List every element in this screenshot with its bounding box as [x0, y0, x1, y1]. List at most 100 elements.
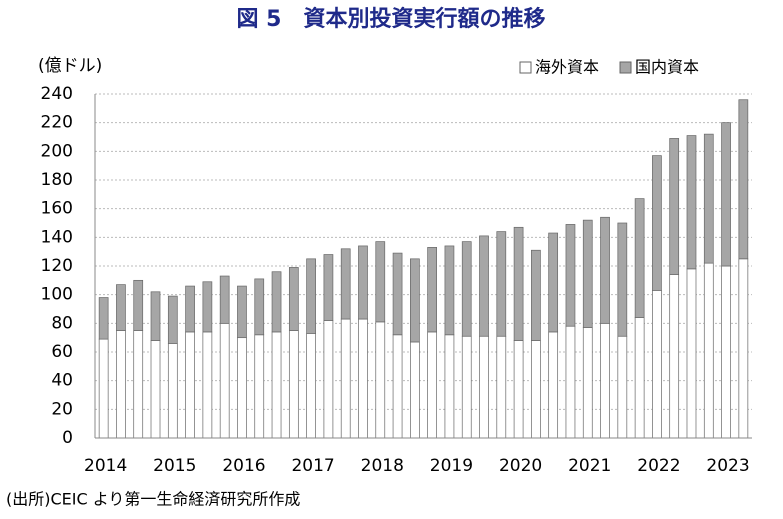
- bar-segment: [496, 231, 507, 337]
- bar-segment: [479, 235, 489, 337]
- bar-segment: [600, 322, 610, 439]
- y-tick-label: 160: [41, 199, 73, 219]
- bar-segment: [565, 325, 576, 439]
- bar-segment: [185, 331, 195, 439]
- bar-segment: [219, 322, 230, 439]
- bar-segment: [703, 262, 714, 439]
- x-tick-label: 2015: [153, 456, 196, 476]
- bar-segment: [358, 245, 368, 320]
- y-tick-label: 140: [41, 227, 73, 247]
- bar-segment: [167, 295, 178, 344]
- bar-segment: [254, 334, 265, 439]
- y-tick-label: 200: [41, 141, 73, 161]
- bar-segment: [617, 335, 628, 439]
- bar-segment: [271, 331, 282, 439]
- bar-segment: [669, 274, 680, 439]
- bar-segment: [98, 338, 109, 439]
- bar-segment: [133, 279, 144, 331]
- bar-segment: [202, 331, 213, 439]
- bar-segment: [237, 285, 247, 339]
- bar-segment: [652, 290, 662, 439]
- bar-segment: [479, 335, 489, 439]
- y-tick-label: 20: [51, 399, 73, 419]
- bar-segment: [271, 271, 282, 333]
- bar-segment: [254, 278, 265, 336]
- bar-segment: [721, 265, 731, 439]
- source-note: (出所)CEIC より第一生命経済研究所作成: [6, 490, 300, 509]
- bar-segment: [219, 275, 230, 324]
- y-tick-label: 240: [41, 84, 73, 104]
- bar-segment: [427, 247, 437, 333]
- bar-segment: [150, 340, 161, 439]
- x-tick-label: 2016: [222, 456, 265, 476]
- bar-segment: [461, 241, 472, 337]
- bar-segment: [652, 155, 662, 291]
- bar-segment: [513, 226, 524, 341]
- bar-segment: [237, 337, 247, 439]
- bar-segment: [358, 318, 368, 439]
- bar-segment: [703, 133, 714, 264]
- bar-segment: [306, 333, 316, 439]
- bar-segment: [116, 284, 126, 331]
- bar-segment: [738, 258, 749, 439]
- bar-segment: [116, 330, 126, 439]
- y-tick-label: 60: [51, 342, 73, 362]
- bar-segment: [548, 232, 559, 333]
- x-tick-label: 2022: [637, 456, 680, 476]
- bar-segment: [738, 99, 749, 260]
- bar-segment: [565, 224, 576, 327]
- bar-segment: [150, 291, 161, 341]
- bar-segment: [531, 340, 541, 439]
- bar-segment: [600, 216, 610, 324]
- legend-label: 海外資本: [535, 58, 599, 77]
- bar-segment: [410, 341, 420, 439]
- bar-segment: [513, 340, 524, 439]
- bar-segment: [686, 268, 697, 439]
- bar-segment: [721, 122, 731, 267]
- x-tick-label: 2014: [84, 456, 127, 476]
- bar-segment: [306, 258, 316, 334]
- bar-segment: [669, 138, 680, 275]
- bar-segment: [496, 335, 507, 439]
- x-tick-label: 2019: [430, 456, 473, 476]
- bar-segment: [392, 334, 403, 439]
- x-tick-label: 2021: [568, 456, 611, 476]
- bar-segment: [167, 343, 178, 439]
- bar-segment: [548, 331, 559, 439]
- y-tick-label: 80: [51, 313, 73, 333]
- bar-segment: [288, 330, 299, 439]
- bar-segment: [617, 222, 628, 337]
- bar-segment: [98, 297, 109, 340]
- bar-segment: [202, 281, 213, 333]
- bar-segment: [340, 248, 351, 320]
- y-tick-label: 120: [41, 256, 73, 276]
- bar-segment: [185, 285, 195, 333]
- bar-segment: [410, 258, 420, 343]
- bar-segment: [582, 327, 593, 439]
- legend-label: 国内資本: [635, 58, 699, 77]
- x-tick-label: 2018: [361, 456, 404, 476]
- bar-segment: [686, 135, 697, 270]
- y-tick-label: 0: [62, 428, 73, 448]
- bar-segment: [375, 241, 386, 323]
- bar-segment: [288, 267, 299, 331]
- x-tick-label: 2023: [706, 456, 749, 476]
- legend-swatch: [519, 61, 532, 74]
- y-tick-label: 220: [41, 113, 73, 133]
- y-tick-label: 40: [51, 371, 73, 391]
- bar-segment: [444, 245, 455, 336]
- bar-segment: [444, 334, 455, 439]
- bar-segment: [392, 252, 403, 336]
- bar-segment: [133, 330, 144, 439]
- bar-segment: [531, 249, 541, 341]
- bar-segment: [634, 198, 645, 318]
- bar-segment: [323, 320, 334, 439]
- bar-segment: [340, 318, 351, 439]
- chart-title: 図 5 資本別投資実行額の推移: [237, 6, 546, 32]
- bar-segment: [375, 321, 386, 439]
- x-tick-label: 2020: [499, 456, 542, 476]
- bar-segment: [427, 331, 437, 439]
- y-tick-label: 100: [41, 285, 73, 305]
- bar-segment: [461, 335, 472, 439]
